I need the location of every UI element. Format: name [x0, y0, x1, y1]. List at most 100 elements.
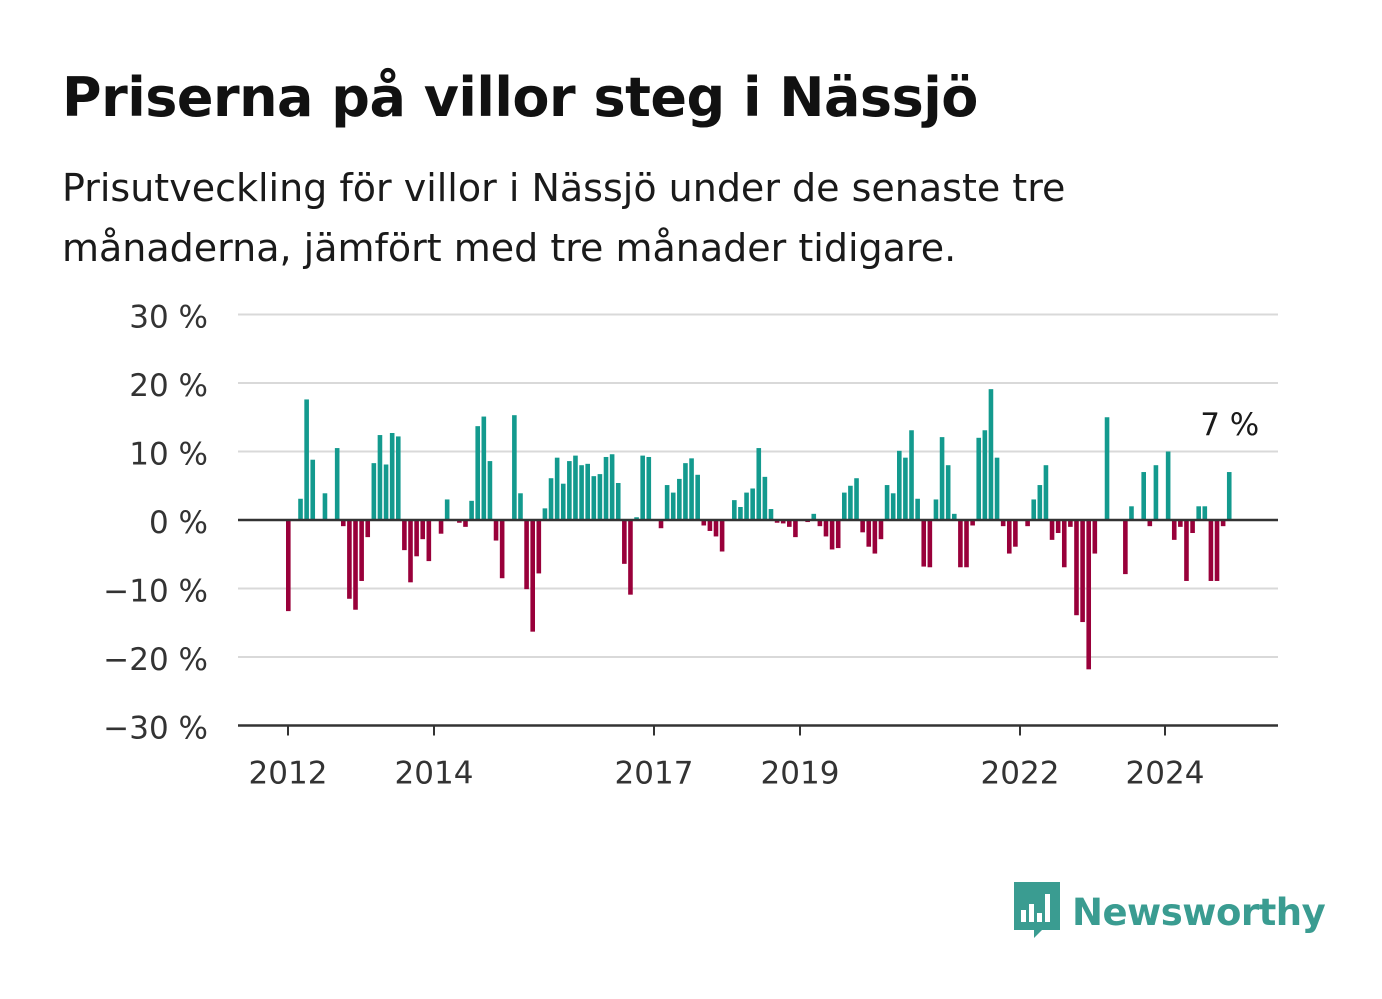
bar — [1129, 506, 1134, 520]
bar — [719, 520, 725, 552]
bar — [890, 493, 896, 520]
bar — [658, 520, 664, 529]
last-value-label: 7 % — [1200, 407, 1259, 443]
bar — [536, 520, 542, 574]
bar — [738, 506, 743, 520]
bar — [683, 463, 688, 520]
bar — [1031, 499, 1037, 520]
bar — [695, 474, 700, 520]
bar — [1000, 520, 1006, 527]
bars — [286, 389, 1232, 670]
bar — [347, 520, 352, 599]
bar — [976, 437, 982, 520]
bar — [689, 458, 694, 520]
bar — [1055, 520, 1061, 534]
y-tick-label: −30 % — [103, 711, 208, 747]
bar — [609, 454, 615, 520]
bar — [591, 476, 597, 520]
bar — [1006, 520, 1012, 554]
y-tick-label: 10 % — [129, 437, 208, 473]
bar — [848, 485, 853, 520]
bar — [304, 399, 309, 520]
x-tick-label: 2019 — [761, 756, 840, 792]
bar — [622, 520, 627, 564]
bar — [408, 520, 413, 583]
bar — [334, 448, 340, 520]
bar — [793, 520, 798, 538]
bar — [780, 520, 786, 524]
bar — [298, 498, 303, 520]
bar — [634, 517, 639, 520]
bar — [542, 508, 548, 520]
bar — [579, 465, 584, 520]
bar — [1068, 520, 1073, 527]
bar — [988, 389, 994, 520]
bar — [884, 485, 890, 520]
bar — [518, 493, 523, 520]
bar — [524, 520, 529, 590]
bar — [915, 498, 920, 520]
bar — [389, 433, 395, 520]
bar — [970, 520, 975, 526]
bar — [1202, 506, 1208, 520]
bar — [670, 492, 676, 520]
bar — [597, 474, 603, 520]
bar — [713, 520, 719, 537]
bar — [1037, 485, 1043, 520]
bar — [829, 520, 835, 550]
bar — [530, 520, 535, 632]
bar — [787, 520, 792, 527]
bar — [732, 500, 737, 520]
bar — [475, 426, 481, 520]
bar — [1086, 520, 1092, 670]
bar — [560, 483, 566, 520]
axes — [238, 518, 1278, 736]
bar — [554, 457, 560, 520]
bar — [1043, 465, 1049, 520]
tick-labels: 30 % 20 % 10 % 0 % −10 % −20 % −30 % 2012 2014 20… — [103, 300, 1259, 792]
bar — [701, 520, 707, 526]
bar — [1184, 520, 1189, 581]
bar — [744, 492, 749, 520]
bar — [1013, 520, 1018, 547]
bar — [927, 520, 933, 568]
bar — [817, 520, 823, 527]
newsworthy-logo: Newsworthy — [1012, 880, 1326, 944]
bar — [567, 461, 572, 520]
newsworthy-logo-icon — [1012, 880, 1062, 944]
bar — [615, 483, 621, 520]
bar — [897, 450, 902, 520]
bar — [1165, 451, 1171, 520]
bar — [499, 520, 505, 579]
bar — [402, 520, 407, 551]
bar — [438, 520, 444, 534]
bar — [322, 493, 328, 520]
bar — [628, 520, 633, 595]
bar — [414, 520, 419, 557]
bar — [487, 461, 493, 520]
bar — [371, 463, 377, 520]
bar — [603, 456, 609, 520]
bar — [762, 476, 768, 520]
bar — [469, 500, 474, 520]
bar — [823, 520, 829, 537]
bar — [286, 520, 291, 612]
bar — [512, 415, 517, 520]
y-tick-label: −20 % — [103, 642, 208, 678]
bar — [1080, 520, 1085, 623]
bar — [1190, 520, 1195, 534]
bar — [1074, 520, 1079, 616]
x-tick-label: 2012 — [249, 756, 328, 792]
bar — [921, 520, 927, 567]
bar — [640, 455, 645, 520]
bar — [1226, 472, 1232, 520]
bar — [548, 478, 554, 520]
bar — [750, 488, 755, 520]
x-tick-label: 2017 — [615, 756, 694, 792]
bar — [457, 520, 462, 523]
bar — [933, 499, 939, 520]
bar — [964, 520, 969, 568]
bar-chart: 30 % 20 % 10 % 0 % −10 % −20 % −30 % 2012 2014 20… — [103, 300, 1278, 792]
bar — [958, 520, 963, 568]
bar — [982, 430, 988, 520]
